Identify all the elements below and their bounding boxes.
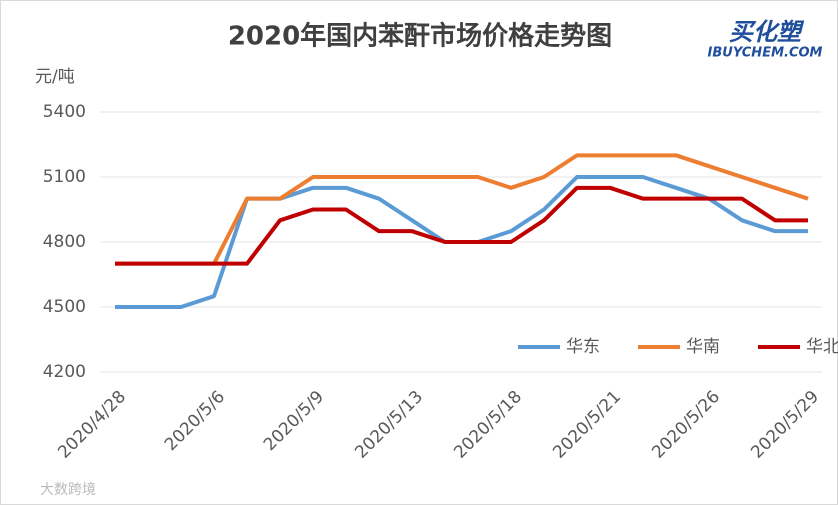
chart-title: 2020年国内苯酐市场价格走势图	[228, 21, 612, 52]
watermark: 大数跨境	[40, 482, 96, 498]
logo: 买化塑	[729, 18, 805, 46]
series-line	[115, 153, 809, 266]
y-tick-label: 4200	[43, 362, 86, 382]
series-line	[115, 185, 808, 266]
legend-label: 华南	[686, 337, 720, 357]
y-tick-label: 4500	[43, 297, 86, 317]
y-tick-label: 5400	[43, 102, 86, 122]
logo-sub: IBUYCHEM.COM	[708, 46, 823, 61]
legend-label: 华北	[806, 337, 838, 357]
y-tick-label: 5100	[43, 167, 86, 187]
y-tick-label: 4800	[43, 232, 86, 252]
y-axis-label: 元/吨	[35, 67, 75, 87]
legend-label: 华东	[566, 337, 600, 357]
